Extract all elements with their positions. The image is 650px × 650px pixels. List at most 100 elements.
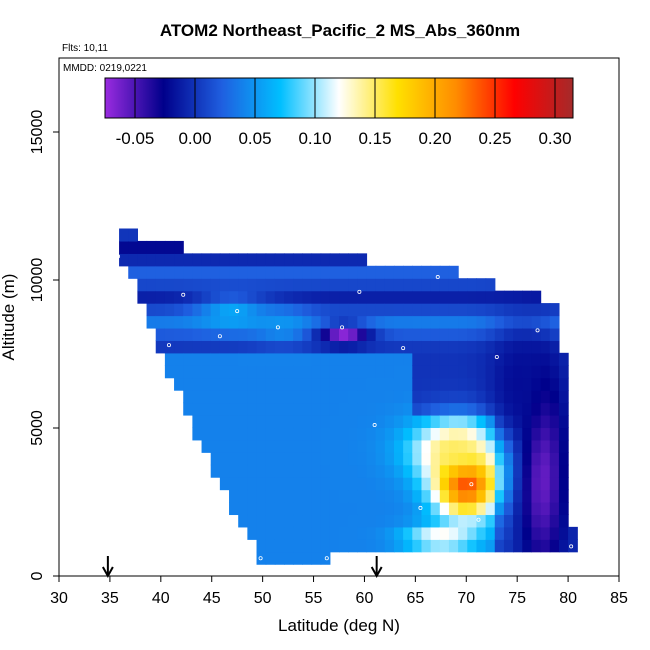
- heatmap-cell: [348, 452, 358, 466]
- heatmap-cell: [274, 265, 285, 279]
- heatmap-cell: [494, 477, 505, 491]
- heatmap-cell: [320, 489, 331, 503]
- heatmap-cell: [348, 303, 358, 317]
- heatmap-cell: [439, 452, 450, 466]
- heatmap-cell: [531, 377, 542, 391]
- heatmap-cell: [311, 489, 322, 503]
- heatmap-cell: [412, 327, 423, 341]
- heatmap-cell: [357, 315, 368, 329]
- heatmap-cell: [274, 526, 285, 540]
- heatmap-cell: [384, 477, 395, 491]
- heatmap-cell: [183, 377, 193, 391]
- heatmap-cell: [320, 327, 331, 341]
- heatmap-cell: [256, 551, 267, 565]
- heatmap-cell: [339, 439, 349, 453]
- heatmap-cell: [320, 539, 331, 553]
- heatmap-cell: [265, 315, 276, 329]
- heatmap-cell: [503, 514, 514, 528]
- heatmap-cell: [448, 290, 459, 304]
- heatmap-cell: [201, 390, 212, 404]
- heatmap-cell: [531, 340, 542, 354]
- heatmap-cell: [467, 414, 478, 429]
- heatmap-cell: [467, 452, 478, 466]
- heatmap-cell: [366, 464, 377, 478]
- heatmap-cell: [329, 340, 340, 354]
- heatmap-cell: [375, 352, 386, 366]
- heatmap-cell: [531, 414, 542, 429]
- heatmap-cell: [549, 377, 560, 391]
- heatmap-cell: [393, 390, 404, 404]
- heatmap-cell: [210, 315, 221, 329]
- heatmap-cell: [467, 489, 478, 503]
- heatmap-cell: [174, 303, 184, 317]
- heatmap-cell: [348, 439, 358, 453]
- heatmap-cell: [229, 452, 239, 466]
- heatmap-cell: [302, 551, 313, 565]
- heatmap-cell: [476, 477, 487, 491]
- heatmap-cell: [229, 315, 239, 329]
- heatmap-cell: [210, 365, 221, 379]
- heatmap-cell: [412, 402, 423, 416]
- heatmap-cell: [458, 427, 468, 441]
- heatmap-cell: [513, 365, 523, 379]
- heatmap-cell: [485, 514, 496, 528]
- heatmap-cell: [412, 278, 423, 292]
- heatmap-cell: [219, 340, 230, 354]
- heatmap-cell: [348, 290, 358, 304]
- x-tick-label: 70: [457, 590, 475, 607]
- heatmap-cell: [192, 278, 203, 292]
- heatmap-cell: [549, 414, 560, 429]
- heatmap-cell: [558, 402, 569, 416]
- heatmap-cell: [265, 278, 276, 292]
- heatmap-cell: [467, 477, 478, 491]
- heatmap-cell: [284, 439, 294, 453]
- heatmap-cell: [412, 427, 423, 441]
- heatmap-cell: [503, 390, 514, 404]
- heatmap-cell: [357, 303, 368, 317]
- heatmap-cell: [293, 278, 303, 292]
- heatmap-cell: [430, 327, 441, 341]
- heatmap-cell: [439, 352, 450, 366]
- heatmap-cell: [448, 526, 459, 540]
- heatmap-cell: [503, 352, 514, 366]
- sample-point: [324, 556, 329, 561]
- heatmap-cell: [448, 427, 459, 441]
- heatmap-cell: [247, 502, 258, 516]
- heatmap-cell: [284, 315, 294, 329]
- heatmap-cell: [229, 290, 239, 304]
- sample-point: [275, 325, 280, 330]
- heatmap-cell: [155, 290, 166, 304]
- heatmap-cell: [522, 514, 533, 528]
- heatmap-cell: [485, 502, 496, 516]
- heatmap-cell: [311, 352, 322, 366]
- heatmap-cell: [558, 526, 569, 540]
- heatmap-cell: [439, 514, 450, 528]
- heatmap-cell: [384, 340, 395, 354]
- heatmap-cell: [201, 265, 212, 279]
- heatmap-cell: [430, 377, 441, 391]
- heatmap-cell: [503, 489, 514, 503]
- heatmap-cell: [201, 303, 212, 317]
- heatmap-cell: [494, 327, 505, 341]
- x-tick-label: 50: [254, 590, 272, 607]
- heatmap-cell: [458, 352, 468, 366]
- heatmap-cell: [256, 402, 267, 416]
- heatmap-cell: [238, 365, 248, 379]
- heatmap-cell: [540, 526, 551, 540]
- heatmap-cell: [201, 315, 212, 329]
- heatmap-cell: [210, 377, 221, 391]
- heatmap-cell: [366, 402, 377, 416]
- heatmap-cell: [238, 352, 248, 366]
- heatmap-cell: [201, 377, 212, 391]
- heatmap-cell: [513, 514, 523, 528]
- heatmap-cell: [183, 253, 193, 267]
- heatmap-cell: [302, 340, 313, 354]
- heatmap-cell: [540, 414, 551, 429]
- heatmap-cell: [311, 427, 322, 441]
- heatmap-cell: [256, 427, 267, 441]
- heatmap-cell: [256, 390, 267, 404]
- heatmap-cell: [366, 352, 377, 366]
- heatmap-cell: [339, 414, 349, 429]
- heatmap-cell: [348, 265, 358, 279]
- heatmap-cell: [540, 340, 551, 354]
